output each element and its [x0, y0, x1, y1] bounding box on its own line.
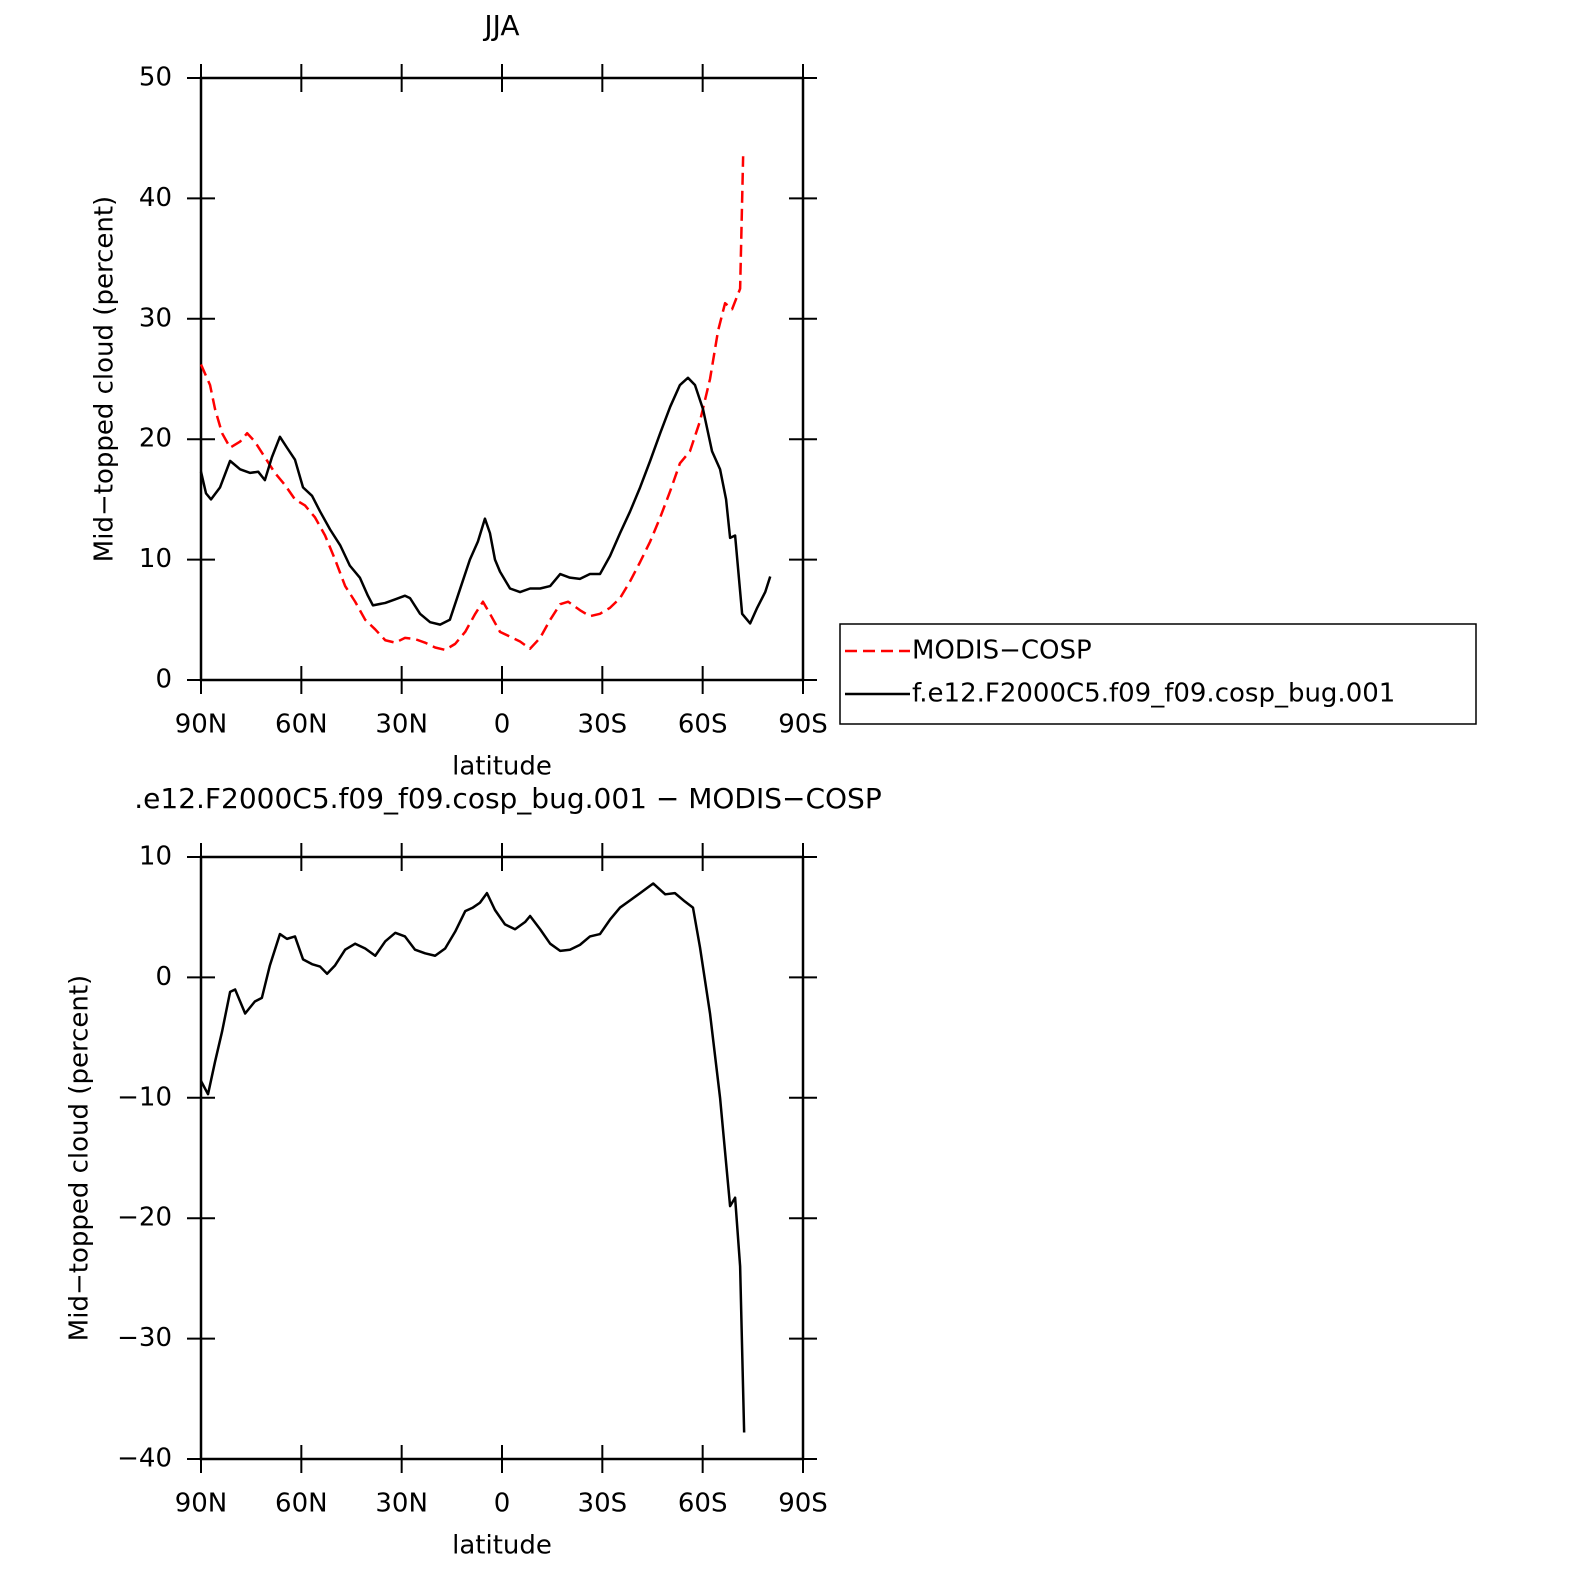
plot-frame	[199, 76, 805, 682]
data-line	[199, 156, 745, 652]
data-line	[199, 376, 772, 626]
x-tick-label: 90N	[175, 1489, 228, 1519]
data-line	[199, 882, 746, 1433]
y-tick-label: −20	[117, 1203, 172, 1233]
chart-title: JJA	[482, 9, 519, 42]
y-tick-label: 0	[155, 665, 172, 695]
x-tick-label: 30S	[578, 710, 628, 740]
x-tick-label: 60S	[678, 710, 728, 740]
legend-label: MODIS−COSP	[912, 636, 1092, 666]
y-tick-label: 30	[139, 303, 172, 333]
y-tick-label: 20	[139, 424, 172, 454]
chart-title: .e12.F2000C5.f09_f09.cosp_bug.001 − MODI…	[134, 782, 881, 815]
x-tick-label: 30N	[375, 710, 428, 740]
y-tick-label: −40	[117, 1444, 172, 1474]
y-axis-label: Mid−topped cloud (percent)	[65, 975, 95, 1341]
x-tick-label: 30N	[375, 1489, 428, 1519]
legend-box	[839, 623, 1477, 725]
y-tick-label: 10	[139, 842, 172, 872]
x-tick-label: 60N	[275, 1489, 328, 1519]
x-tick-label: 90N	[175, 710, 228, 740]
y-tick-label: 50	[139, 63, 172, 93]
plot-frame	[199, 855, 805, 1461]
x-tick-label: 30S	[578, 1489, 628, 1519]
y-tick-label: 40	[139, 183, 172, 213]
x-tick-label: 60N	[275, 710, 328, 740]
y-tick-label: 10	[139, 544, 172, 574]
y-tick-label: −30	[117, 1323, 172, 1353]
y-tick-label: 0	[155, 962, 172, 992]
legend-label: f.e12.F2000C5.f09_f09.cosp_bug.001	[912, 679, 1395, 709]
x-axis-label: latitude	[452, 1531, 552, 1561]
x-axis-label: latitude	[452, 752, 552, 782]
x-tick-label: 0	[494, 1489, 511, 1519]
x-tick-label: 90S	[778, 710, 828, 740]
y-axis-label: Mid−topped cloud (percent)	[90, 196, 120, 562]
x-tick-label: 60S	[678, 1489, 728, 1519]
x-tick-label: 90S	[778, 1489, 828, 1519]
x-tick-label: 0	[494, 710, 511, 740]
y-tick-label: −10	[117, 1082, 172, 1112]
